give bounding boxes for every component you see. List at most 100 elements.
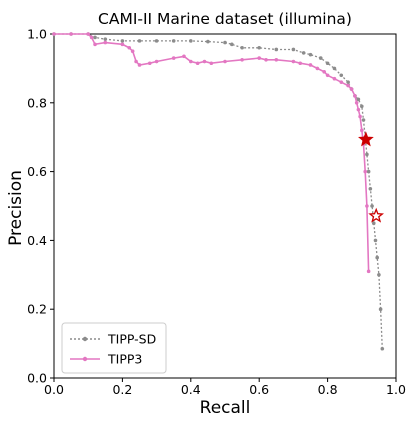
x-tick-label: 0.0 (44, 382, 64, 397)
tipp3-point (353, 94, 357, 98)
tipp3-point (356, 107, 361, 112)
legend-tipp3-label: TIPP3 (107, 352, 142, 367)
tipp3-point (322, 70, 326, 74)
y-tick-label: 0.4 (27, 233, 47, 248)
tipp-sd-point (301, 51, 306, 55)
tipp3-point (189, 59, 193, 64)
tipp3-point (69, 32, 73, 36)
tipp3-point (346, 83, 350, 88)
tipp3-point (154, 59, 159, 64)
tipp-sd-point (274, 47, 279, 52)
tipp3-point (127, 45, 132, 50)
tipp3-point (354, 101, 359, 105)
tipp3-point (137, 63, 142, 67)
tipp3-point (332, 76, 337, 81)
tipp3-point (349, 87, 354, 91)
tipp3-point (223, 59, 227, 64)
tipp3-point (264, 58, 268, 62)
tipp-sd-point (291, 47, 296, 52)
y-tick-label: 0.8 (27, 95, 47, 110)
tipp-sd-point (339, 73, 344, 78)
tipp3-point (363, 169, 368, 174)
tipp-sd-point (318, 56, 323, 60)
tipp-sd-point (373, 238, 378, 243)
x-tick-label: 0.4 (181, 382, 201, 397)
tipp-sd-point (380, 346, 385, 351)
tipp-sd-point (223, 40, 227, 45)
tipp3-point (315, 66, 320, 71)
tipp3-point (89, 35, 94, 40)
tipp3-point (120, 42, 125, 47)
tipp3-point (134, 59, 138, 64)
x-tick-label: 0.6 (249, 382, 269, 397)
tipp-sd-point (346, 80, 350, 84)
tipp-sd-point (257, 45, 262, 50)
tipp-sd-point (325, 61, 330, 66)
tipp-sd-point (137, 39, 142, 43)
y-tick-label: 0.0 (27, 371, 47, 386)
tipp-sd-point (240, 45, 244, 50)
y-tick-label: 1.0 (27, 27, 47, 42)
x-tick-label: 0.2 (112, 382, 132, 397)
tipp3-point (360, 128, 364, 133)
tipp-sd-point (308, 52, 313, 57)
tipp3-point (103, 40, 108, 45)
tipp3-point (195, 61, 200, 66)
tipp3-point (240, 58, 244, 62)
tipp3-point (93, 42, 97, 47)
tipp3-line (54, 33, 370, 272)
plot-frame (53, 33, 397, 379)
tipp-sd-point (93, 35, 97, 40)
tipp3-point (209, 61, 214, 66)
tipp-sd-point (356, 97, 361, 102)
tipp3-point (365, 204, 369, 208)
legend-tipp-sd-label: TIPP-SD (107, 332, 156, 347)
tipp-sd-point (120, 39, 125, 43)
x-tick-label: 0.8 (318, 382, 338, 397)
tipp3-point (366, 269, 371, 274)
y-axis-label: Precision (6, 170, 26, 246)
tipp3-point (52, 32, 56, 36)
y-tick-label: 0.6 (27, 164, 47, 179)
tipp-sd-point (332, 66, 337, 71)
tipp-sd-point (361, 118, 366, 122)
tipp3-point (202, 59, 207, 64)
tipp3-point (130, 49, 135, 53)
tipp3-point (171, 56, 176, 60)
tipp3-point (274, 58, 279, 62)
tipp3-point (257, 56, 262, 60)
tipp-sd-point (365, 152, 369, 157)
tipp-sd-point (378, 307, 383, 312)
tipp-sd-point (103, 37, 108, 41)
tipp-sd-point (154, 39, 159, 43)
tipp-sd-point (206, 39, 210, 44)
tipp-sd-point (366, 169, 371, 174)
tipp3-point (291, 59, 296, 64)
tipp3-point (182, 54, 186, 59)
tipp-sd-point (371, 221, 376, 225)
tipp3-point (339, 80, 344, 84)
tipp3-star-marker (358, 131, 374, 147)
tipp-sd-star-marker (368, 207, 385, 223)
tipp3-point (86, 32, 90, 36)
tipp-sd-point (377, 273, 381, 277)
tipp3-point (325, 73, 330, 78)
y-tick-label: 0.2 (27, 302, 47, 317)
chart-title: CAMI-II Marine dataset (illumina) (98, 10, 352, 28)
tipp-sd-point (360, 104, 364, 109)
x-tick-label: 1.0 (386, 382, 406, 397)
tipp3-point (147, 61, 152, 66)
legend-tipp-sd-marker (82, 336, 88, 342)
legend-tipp3-marker (82, 356, 88, 362)
tipp-sd-point (230, 42, 234, 47)
x-axis-label: Recall (200, 398, 251, 418)
tipp-sd-point (171, 39, 176, 43)
tipp3-point (308, 63, 313, 67)
legend-box (61, 322, 167, 374)
tipp-sd-point (370, 204, 374, 208)
tipp-sd-point (368, 187, 373, 191)
tipp-sd-point (375, 255, 379, 260)
tipp3-point (298, 61, 303, 66)
tipp3-point (358, 114, 362, 119)
